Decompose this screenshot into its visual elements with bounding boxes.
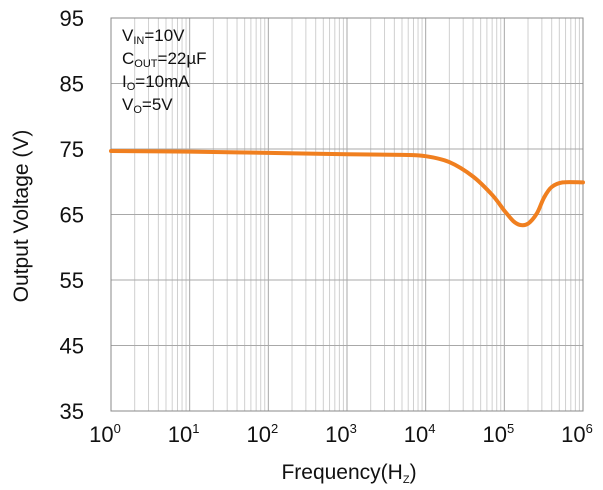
x-tick-labels: 100 101 102 103 104 105 106 <box>89 421 593 447</box>
x-tick-label: 103 <box>325 421 357 447</box>
y-tick-labels: 35 45 55 65 75 85 95 <box>60 6 84 424</box>
y-tick-label: 55 <box>60 268 84 293</box>
condition-label: IO=10mA <box>122 72 190 93</box>
condition-label: COUT=22µF <box>122 49 207 70</box>
x-tick-label: 104 <box>404 421 436 447</box>
y-tick-label: 85 <box>60 72 84 97</box>
x-tick-label: 102 <box>246 421 278 447</box>
plot-frame <box>110 17 584 412</box>
x-tick-label: 100 <box>89 421 121 447</box>
y-tick-label: 95 <box>60 6 84 31</box>
y-tick-label: 65 <box>60 203 84 228</box>
y-tick-label: 35 <box>60 399 84 424</box>
y-tick-label: 45 <box>60 334 84 359</box>
x-tick-label: 106 <box>561 421 593 447</box>
condition-label: VIN=10V <box>122 26 185 47</box>
y-tick-label: 75 <box>60 137 84 162</box>
x-tick-label: 105 <box>482 421 514 447</box>
x-tick-label: 101 <box>168 421 200 447</box>
x-axis-label: Frequency(HZ) <box>281 461 416 486</box>
condition-label: VO=5V <box>122 95 173 116</box>
y-axis-label: Output Voltage (V) <box>10 130 33 303</box>
output-voltage-line <box>109 149 585 228</box>
